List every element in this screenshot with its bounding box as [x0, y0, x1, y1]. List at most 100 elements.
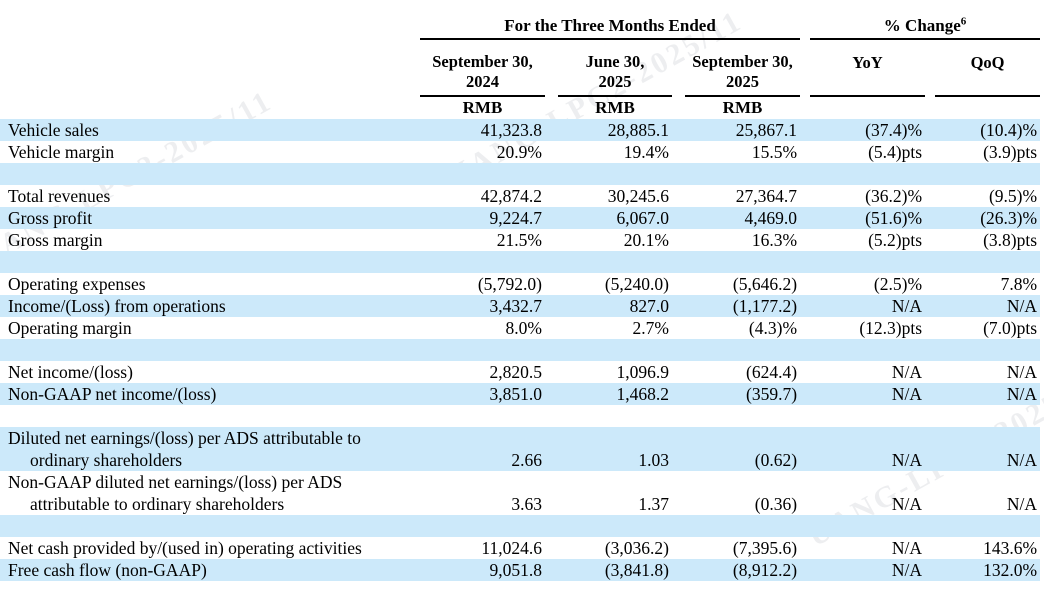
value-cell: (5,646.2) [732, 274, 798, 294]
column-header-yoy: YoY [810, 39, 926, 97]
column-header-jun-2025: June 30, 2025 [558, 39, 672, 97]
change-group-header: % Change6 [810, 12, 1041, 40]
value-cell: (3,841.8) [604, 560, 669, 580]
value-cell: N/A [1006, 296, 1038, 316]
row-label: Income/(Loss) from operations [8, 296, 226, 316]
value-cell: (5,240.0) [604, 274, 669, 294]
value-cell: (3.9)pts [983, 142, 1038, 162]
row-label-line1: Non-GAAP diluted net earnings/(loss) per… [8, 472, 343, 492]
gap-cell [545, 185, 558, 207]
row-label-line2: ordinary shareholders [30, 450, 183, 470]
row-label: Net income/(loss) [8, 362, 133, 382]
value-cell: 9,051.8 [489, 560, 543, 580]
value-cell: (8,912.2) [732, 560, 798, 580]
value-cell: (10.4)% [980, 120, 1038, 140]
gap-cell [800, 361, 810, 383]
value-cell: N/A [891, 538, 923, 558]
value-cell: (359.7) [746, 384, 798, 404]
column-header-line2: 2025 [726, 72, 760, 91]
column-header-line1: September 30, [692, 52, 793, 71]
gap-cell [672, 383, 685, 405]
value-cell: 1,096.9 [616, 362, 670, 382]
gap-cell [672, 119, 685, 141]
value-cell: (9.5)% [988, 186, 1038, 206]
gap-cell [925, 295, 935, 317]
gap-cell [545, 96, 558, 119]
gap-cell [800, 229, 810, 251]
value-cell: 9,224.7 [489, 208, 543, 228]
gap-cell [672, 96, 685, 119]
row-label: Diluted net earnings/(loss) per ADS attr… [0, 427, 420, 471]
row-label: Vehicle margin [8, 142, 115, 162]
column-header-sep-2025: September 30, 2025 [685, 39, 801, 97]
value-cell: 21.5% [496, 230, 542, 250]
value-cell: 42,874.2 [480, 186, 542, 206]
gap-cell [545, 559, 558, 581]
value-cell: (0.62) [754, 450, 798, 470]
value-cell: 1,468.2 [616, 384, 670, 404]
gap-cell [800, 427, 810, 471]
value-cell: 3.63 [511, 494, 542, 514]
value-cell: 8.0% [505, 318, 542, 338]
value-cell: N/A [1006, 450, 1038, 470]
gap-cell [925, 96, 935, 119]
value-cell: 6,067.0 [616, 208, 670, 228]
row-label: Free cash flow (non-GAAP) [8, 560, 207, 580]
column-header-qoq: QoQ [935, 39, 1041, 97]
gap-cell [672, 295, 685, 317]
gap-cell [925, 537, 935, 559]
table-row: Vehicle sales 41,323.8 28,885.1 25,867.1… [0, 119, 1041, 141]
value-cell: (7,395.6) [732, 538, 798, 558]
gap-cell [672, 273, 685, 295]
gap-cell [545, 427, 558, 471]
spacer-row [0, 515, 1041, 537]
unit-label: RMB [722, 98, 763, 117]
financial-results-table: For the Three Months Ended % Change6 Sep… [0, 12, 1041, 581]
header-group-row: For the Three Months Ended % Change6 [0, 12, 1041, 40]
unit-label: RMB [462, 98, 503, 117]
value-cell: 11,024.6 [481, 538, 542, 558]
value-cell: 30,245.6 [607, 186, 669, 206]
change-group-label: % Change [883, 16, 961, 35]
gap-cell [925, 119, 935, 141]
gap-cell [672, 537, 685, 559]
gap-cell [545, 273, 558, 295]
gap-cell [800, 471, 810, 515]
gap-cell [672, 185, 685, 207]
gap-cell [545, 141, 558, 163]
spacer-cell [0, 251, 1040, 273]
table-row: Operating expenses (5,792.0) (5,240.0) (… [0, 273, 1040, 295]
gap-cell [800, 317, 810, 339]
value-cell: 15.5% [751, 142, 798, 162]
value-cell: (4.3)% [748, 318, 798, 338]
gap-cell [672, 141, 685, 163]
gap-cell [800, 185, 810, 207]
value-cell: (51.6)% [865, 208, 923, 228]
value-cell: (12.3)pts [859, 318, 923, 338]
gap-cell [545, 39, 558, 96]
value-cell: 16.3% [751, 230, 798, 250]
column-header-sep-2024: September 30, 2024 [420, 39, 545, 97]
empty-cell [0, 12, 420, 39]
spacer-cell [0, 515, 1040, 537]
value-cell: (624.4) [746, 362, 798, 382]
value-cell: N/A [891, 296, 923, 316]
value-cell: N/A [891, 560, 923, 580]
gap-cell [545, 119, 558, 141]
gap-cell [672, 207, 685, 229]
gap-cell [925, 559, 935, 581]
value-cell: N/A [1006, 384, 1038, 404]
gap-cell [545, 471, 558, 515]
gap-cell [800, 383, 810, 405]
value-cell: N/A [1006, 494, 1038, 514]
column-header-line2: 2025 [598, 72, 632, 91]
gap-cell [545, 361, 558, 383]
gap-cell [545, 537, 558, 559]
gap-cell [672, 427, 685, 471]
table-row: Net income/(loss) 2,820.5 1,096.9 (624.4… [0, 361, 1040, 383]
gap-cell [800, 39, 810, 96]
gap-cell [925, 471, 935, 515]
value-cell: 827.0 [629, 296, 669, 316]
value-cell: (26.3)% [980, 208, 1038, 228]
header-unit-row: RMB RMB RMB [0, 96, 1040, 119]
